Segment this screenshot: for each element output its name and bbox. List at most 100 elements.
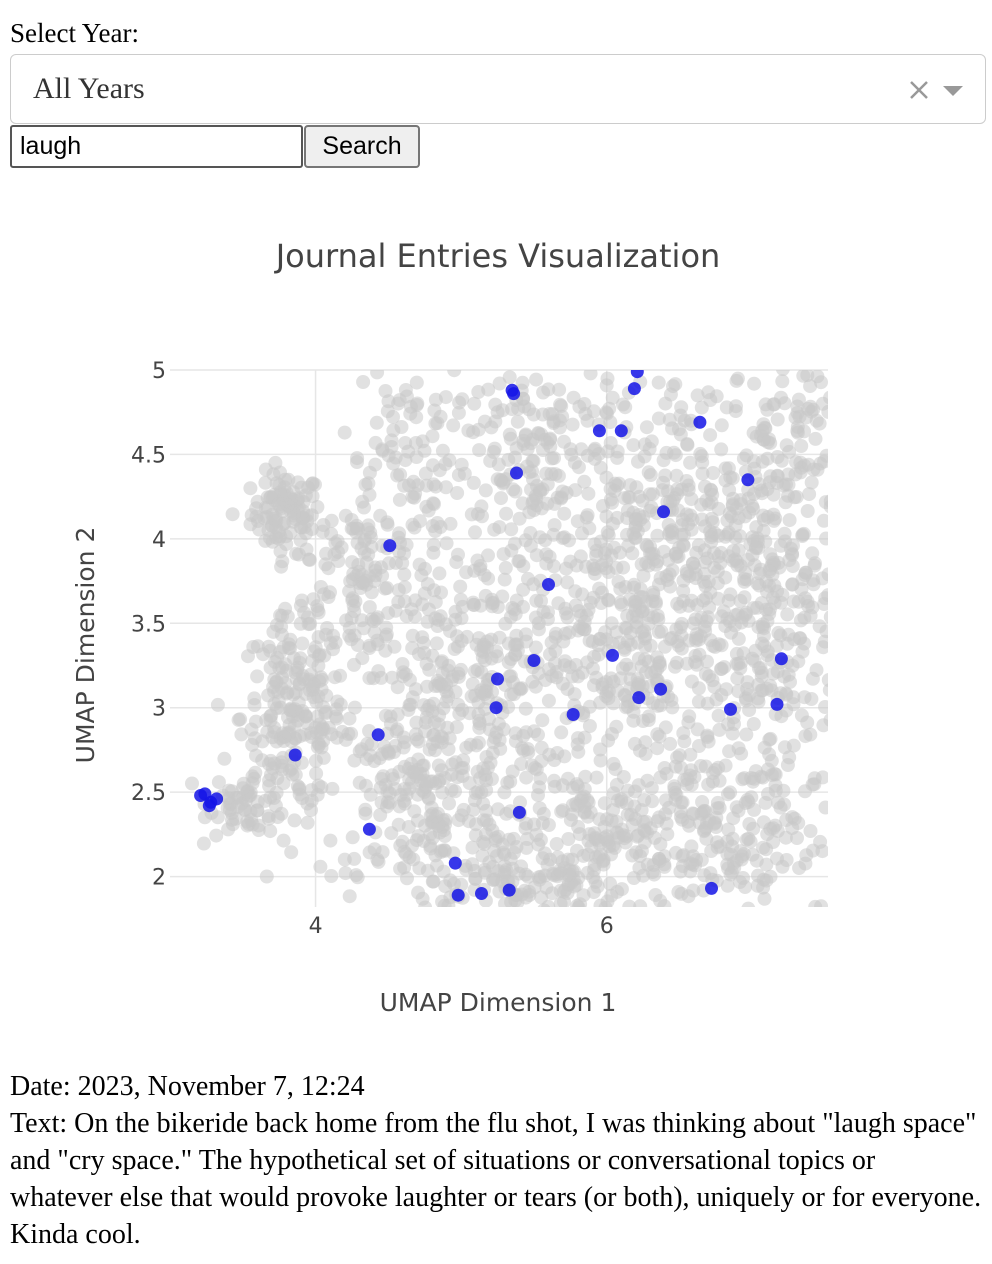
- background-point-242: [309, 766, 324, 781]
- highlight-point-8[interactable]: [741, 473, 755, 487]
- background-point-1024: [416, 698, 431, 713]
- background-point-1204: [523, 526, 538, 540]
- background-point-2161: [735, 610, 750, 625]
- background-point-2157: [785, 548, 800, 562]
- chevron-down-icon[interactable]: [943, 86, 963, 96]
- highlight-point-28[interactable]: [202, 799, 216, 813]
- background-point-231: [321, 561, 336, 576]
- background-point-2174: [781, 667, 796, 682]
- background-point-702: [418, 818, 433, 833]
- background-point-1256: [549, 837, 564, 851]
- background-point-2176: [711, 591, 726, 606]
- highlight-point-33[interactable]: [475, 887, 488, 900]
- background-point-696: [387, 745, 402, 759]
- background-point-1956: [714, 442, 729, 457]
- background-point-1838: [620, 527, 634, 542]
- background-point-2192: [818, 700, 828, 714]
- background-point-2372: [636, 714, 651, 728]
- highlight-point-17[interactable]: [632, 691, 646, 705]
- highlight-point-10[interactable]: [383, 539, 397, 553]
- highlight-point-16[interactable]: [654, 682, 668, 696]
- highlight-point-1[interactable]: [505, 383, 519, 397]
- background-point-1142: [508, 484, 523, 499]
- background-point-374: [267, 697, 282, 711]
- background-point-2322: [720, 878, 735, 893]
- highlight-point-20[interactable]: [770, 697, 784, 711]
- highlight-point-5[interactable]: [614, 424, 628, 438]
- background-point-2122: [812, 619, 827, 634]
- background-point-888: [387, 639, 402, 654]
- background-point-2340: [663, 736, 678, 751]
- search-button[interactable]: Search: [304, 125, 420, 168]
- background-point-2119: [711, 549, 726, 564]
- background-point-1869: [644, 500, 659, 515]
- highlight-point-13[interactable]: [774, 652, 788, 666]
- highlight-point-18[interactable]: [489, 701, 503, 715]
- background-point-46: [252, 522, 267, 537]
- background-point-74: [293, 533, 308, 548]
- background-point-1450: [570, 843, 584, 858]
- background-point-1998: [746, 717, 761, 731]
- background-point-1163: [474, 499, 489, 514]
- year-select[interactable]: All Years: [10, 54, 986, 124]
- y-tick-label-4: 4: [152, 528, 166, 553]
- background-point-98: [258, 462, 273, 477]
- background-point-1058: [471, 385, 486, 399]
- highlight-point-31[interactable]: [448, 856, 462, 870]
- background-point-346: [250, 669, 265, 684]
- background-point-1686: [604, 548, 619, 563]
- highlight-point-3[interactable]: [630, 365, 644, 379]
- background-point-1947: [711, 501, 726, 516]
- highlight-point-22[interactable]: [371, 728, 385, 742]
- background-point-283: [287, 813, 302, 828]
- background-point-770: [425, 429, 440, 444]
- highlight-point-19[interactable]: [724, 702, 737, 716]
- highlight-point-9[interactable]: [657, 505, 670, 519]
- background-point-1946: [531, 616, 546, 631]
- background-point-2481: [781, 477, 796, 492]
- y-tick-label-6: 5: [152, 359, 166, 384]
- entry-text: Text: On the bikeride back home from the…: [10, 1108, 982, 1250]
- background-point-700: [370, 852, 385, 867]
- background-point-1548: [609, 719, 624, 734]
- background-point-1186: [552, 382, 567, 397]
- background-point-557: [329, 711, 344, 726]
- highlight-point-30[interactable]: [512, 805, 526, 819]
- highlight-point-15[interactable]: [491, 672, 504, 686]
- highlight-point-4[interactable]: [592, 424, 606, 438]
- highlight-point-35[interactable]: [705, 881, 718, 895]
- background-point-2136: [689, 633, 703, 648]
- highlight-point-6[interactable]: [693, 415, 707, 429]
- background-point-1223: [531, 426, 546, 441]
- search-input[interactable]: [10, 125, 303, 168]
- background-point-966: [425, 519, 440, 533]
- highlight-point-29[interactable]: [362, 822, 376, 836]
- background-point-664: [352, 775, 367, 790]
- background-point-1009: [448, 604, 463, 619]
- background-point-938: [364, 585, 379, 600]
- highlight-point-11[interactable]: [542, 578, 555, 591]
- highlight-point-34[interactable]: [502, 883, 516, 897]
- highlight-point-21[interactable]: [566, 708, 580, 721]
- background-point-2413: [604, 813, 619, 828]
- background-point-502: [342, 889, 357, 904]
- clear-selection-icon[interactable]: [907, 74, 933, 104]
- background-point-88: [305, 489, 320, 504]
- background-point-1482: [601, 733, 616, 748]
- background-point-787: [369, 415, 384, 430]
- background-point-2364: [650, 741, 665, 756]
- highlight-point-7[interactable]: [510, 466, 523, 480]
- highlight-point-12[interactable]: [606, 648, 619, 662]
- highlight-point-23[interactable]: [288, 748, 302, 762]
- highlight-point-2[interactable]: [627, 382, 641, 396]
- highlight-point-32[interactable]: [451, 888, 465, 902]
- background-point-1667: [466, 597, 481, 612]
- background-point-2378: [807, 777, 822, 792]
- background-point-1379: [531, 788, 545, 803]
- background-point-2163: [780, 607, 795, 622]
- background-point-2369: [667, 779, 682, 794]
- background-point-2347: [734, 852, 749, 867]
- background-point-2292: [782, 750, 797, 765]
- background-point-952: [362, 638, 377, 653]
- highlight-point-14[interactable]: [527, 654, 541, 667]
